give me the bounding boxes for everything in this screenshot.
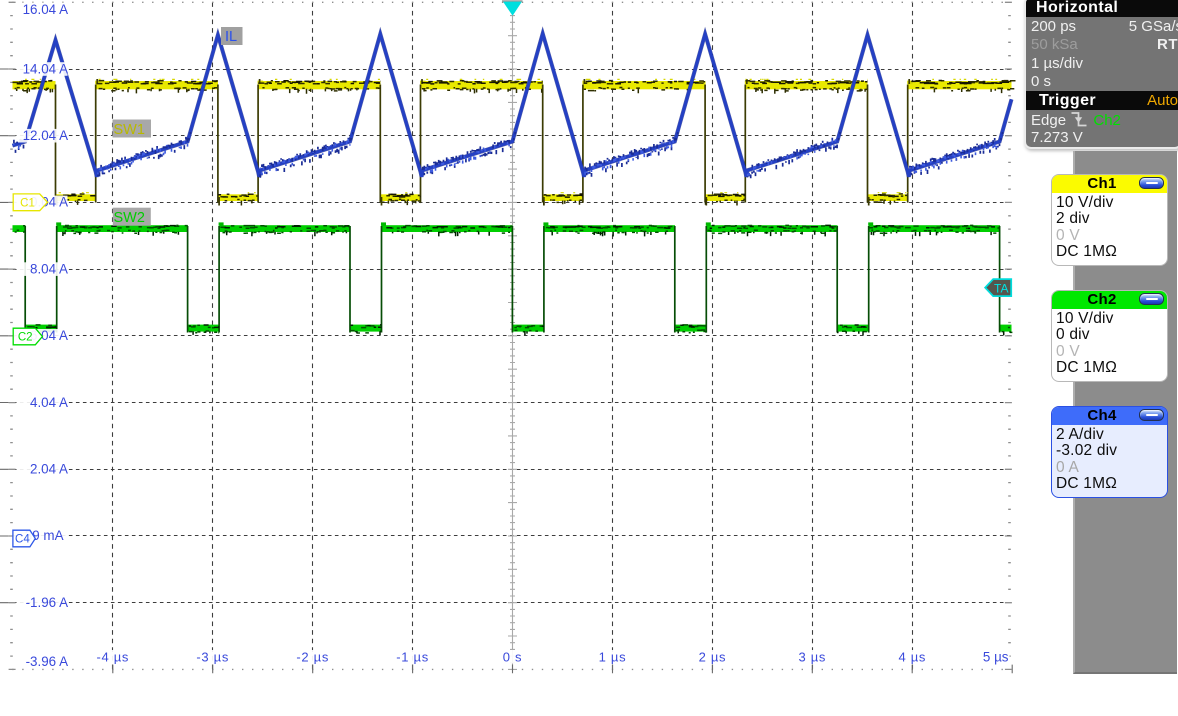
svg-text:C1: C1 xyxy=(20,197,35,209)
svg-text:SW1: SW1 xyxy=(114,122,145,138)
svg-text:0 s: 0 s xyxy=(503,650,522,665)
svg-text:12.04 A: 12.04 A xyxy=(23,128,68,143)
svg-text:C4: C4 xyxy=(15,534,30,546)
svg-text:-3 µs: -3 µs xyxy=(196,650,229,665)
svg-text:C2: C2 xyxy=(18,332,33,344)
svg-text:-1 µs: -1 µs xyxy=(396,650,429,665)
svg-text:-3.96 A: -3.96 A xyxy=(26,654,69,669)
svg-text:4 µs: 4 µs xyxy=(898,650,926,665)
svg-text:2.04 A: 2.04 A xyxy=(30,462,68,477)
svg-text:-4 µs: -4 µs xyxy=(96,650,129,665)
svg-text:4.04 A: 4.04 A xyxy=(30,395,68,410)
svg-text:14.04 A: 14.04 A xyxy=(23,61,68,76)
svg-text:8.04 A: 8.04 A xyxy=(30,261,68,276)
svg-text:16.04 A: 16.04 A xyxy=(23,2,68,17)
svg-text:SW2: SW2 xyxy=(114,210,145,226)
svg-text:TA: TA xyxy=(994,281,1008,295)
svg-text:-1.96 A: -1.96 A xyxy=(26,595,69,610)
svg-text:3 µs: 3 µs xyxy=(798,650,826,665)
svg-text:-2 µs: -2 µs xyxy=(296,650,329,665)
svg-text:5 µs: 5 µs xyxy=(983,650,1009,665)
svg-text:2 µs: 2 µs xyxy=(699,650,727,665)
svg-text:1 µs: 1 µs xyxy=(599,650,627,665)
svg-text:IL: IL xyxy=(225,29,237,45)
